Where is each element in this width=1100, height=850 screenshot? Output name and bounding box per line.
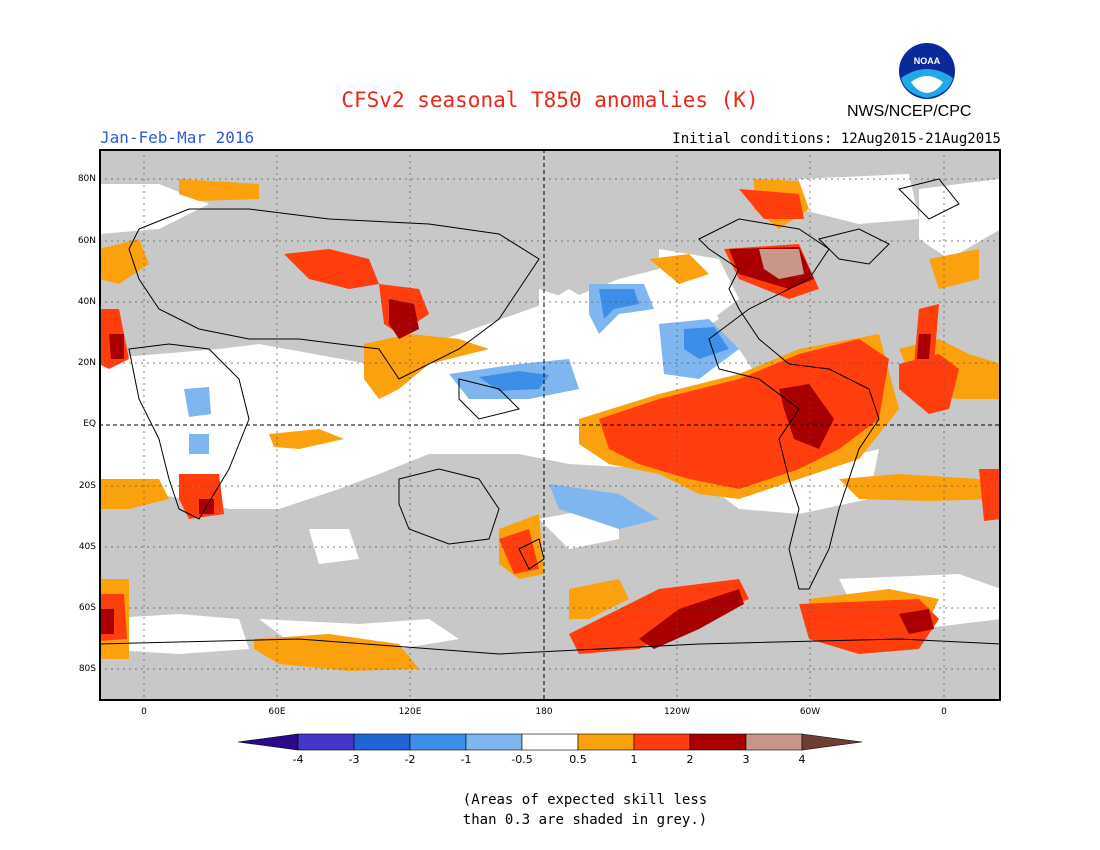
lon-label-60e: 60E (268, 707, 286, 717)
season-label: Jan-Feb-Mar 2016 (100, 128, 255, 147)
chart-title: CFSv2 seasonal T850 anomalies (K) (341, 88, 759, 112)
lon-label-120e: 120E (398, 707, 422, 717)
colorbar-cell-7 (633, 733, 691, 751)
colorbar-cell-0 (238, 733, 299, 751)
coastlines (99, 178, 1001, 655)
noaa-logo: NOAA (897, 42, 957, 104)
lon-label-60w: 60W (799, 707, 821, 717)
agency-label: NWS/NCEP/CPC (847, 103, 972, 120)
initial-conditions-label: Initial conditions: 12Aug2015-21Aug2015 (672, 131, 1001, 147)
colorbar-tick-label: -4 (292, 753, 304, 766)
equator-dateline (99, 149, 1001, 701)
colorbar-cell-1 (297, 733, 355, 751)
colorbar-tick-label: 2 (686, 753, 694, 766)
lat-label-60s: 60S (78, 603, 96, 613)
lon-label-0-east: 0 (941, 707, 947, 717)
colorbar-cell-2 (353, 733, 411, 751)
colorbar-cell-3 (409, 733, 467, 751)
colorbar-tick-label: -1 (460, 753, 472, 766)
cool-regions (479, 289, 729, 391)
colorbar-tick-label: -0.5 (511, 753, 533, 766)
anomaly-map (99, 149, 1001, 701)
lat-label-eq: EQ (83, 419, 96, 429)
colorbar-tick-label: 1 (630, 753, 638, 766)
colorbar-tick-label: 4 (798, 753, 806, 766)
lat-label-20n: 20N (77, 358, 96, 368)
lat-label-80s: 80S (78, 664, 96, 674)
colorbar-cell-10 (801, 733, 862, 751)
colorbar-tick-label: -3 (348, 753, 360, 766)
svg-text:NOAA: NOAA (914, 56, 941, 66)
colorbar-cell-8 (689, 733, 747, 751)
colorbar (238, 733, 862, 751)
extreme-warm-regions (759, 249, 804, 279)
colorbar-cell-5 (521, 733, 579, 751)
lat-label-60n: 60N (77, 236, 96, 246)
lat-label-40s: 40S (78, 542, 96, 552)
colorbar-tick-label: -2 (404, 753, 416, 766)
colorbar-tick-label: 0.5 (569, 753, 587, 766)
skill-note-line1: (Areas of expected skill less (462, 792, 708, 808)
colorbar-cell-9 (745, 733, 803, 751)
lon-label-180: 180 (535, 707, 553, 717)
lat-label-20s: 20S (78, 481, 96, 491)
lon-label-0: 0 (141, 707, 147, 717)
colorbar-cell-4 (465, 733, 523, 751)
lat-label-80n: 80N (77, 174, 96, 184)
lon-label-120w: 120W (663, 707, 691, 717)
lat-label-40n: 40N (77, 297, 96, 307)
colorbar-cell-6 (577, 733, 635, 751)
skill-note-line2: than 0.3 are shaded in grey.) (462, 812, 708, 828)
very-warm-regions (99, 247, 934, 649)
colorbar-tick-label: 3 (742, 753, 750, 766)
